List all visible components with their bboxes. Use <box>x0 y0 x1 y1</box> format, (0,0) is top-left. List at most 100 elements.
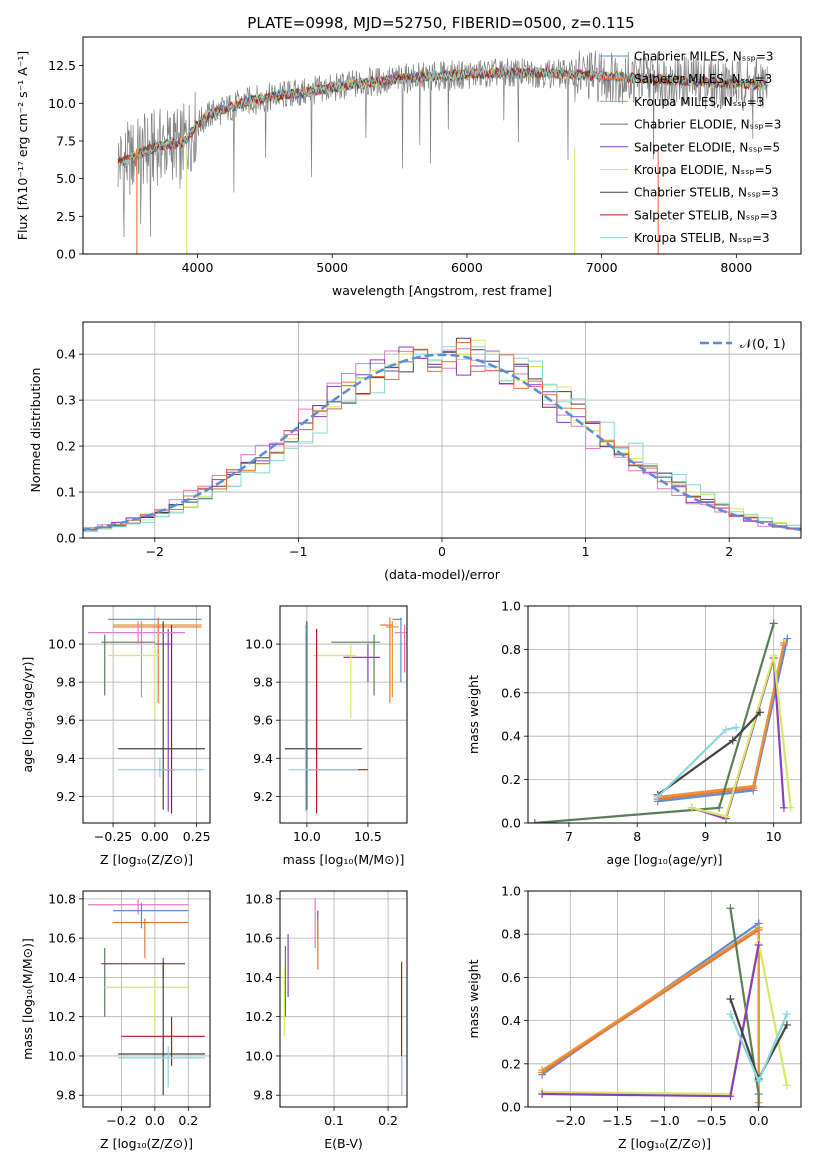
errorbar-point-pink <box>394 625 407 673</box>
weight-marker <box>687 803 696 812</box>
y-tick-label: 10.0 <box>48 1048 76 1063</box>
legend-label: Kroupa ELODIE, Nₛₛₚ=5 <box>634 163 772 177</box>
grid <box>83 891 210 1107</box>
weight-marker <box>721 725 730 734</box>
weight-marker <box>732 723 741 732</box>
axes-frame <box>279 890 408 1108</box>
legend-label: 𝒩(0, 1) <box>740 336 786 351</box>
residual-legend: 𝒩(0, 1) <box>700 336 786 351</box>
y-tick-label: 10.0 <box>48 637 76 652</box>
y-tick-label: 0.4 <box>501 729 521 744</box>
y-tick-label: 10.2 <box>48 1009 76 1024</box>
y-tick-label: 9.8 <box>253 1088 273 1103</box>
y-tick-label: 1.0 <box>501 884 521 899</box>
plot-area <box>280 606 407 823</box>
y-tick-label: 0.4 <box>501 1013 521 1028</box>
x-tick-label: 0 <box>438 544 446 559</box>
x-axis-label: age [log₁₀(age/yr)] <box>607 852 723 867</box>
panel-mass_vs_EBV: 0.1 0.2 9.8 10.0 10.2 10.4 10.6 10.8 E(B-V) <box>245 890 408 1151</box>
x-tick-label: 8 <box>633 829 641 844</box>
errorbar-point-salpeter_elodie <box>343 644 381 683</box>
y-tick-label: 7.5 <box>56 133 76 148</box>
weight-line-kroupa_elodie <box>691 655 792 818</box>
weight-marker <box>726 904 735 913</box>
weight-marker <box>726 995 735 1003</box>
axes-frame <box>82 321 802 539</box>
y-tick-label: 10.0 <box>245 1048 273 1063</box>
errorbar-point-kroupa_stelib <box>118 758 205 778</box>
errorbar-point-pink <box>88 621 185 645</box>
y-tick-label: 0.0 <box>56 531 76 546</box>
y-tick-label: 10.8 <box>48 891 76 906</box>
y-tick-label: 9.2 <box>253 789 273 804</box>
panel-weight_vs_age: 7 8 9 10 0.0 0.2 0.4 0.6 0.8 1.0 age [log₁₀(age/yr… <box>466 599 802 867</box>
y-tick-label: 0.8 <box>501 642 521 657</box>
weight-marker <box>779 638 788 647</box>
weight-line-kroupa_miles <box>657 642 785 799</box>
x-tick-label: 1 <box>582 544 590 559</box>
errorbar-point-kroupa_stelib <box>288 625 359 812</box>
x-tick-label: 10 <box>766 829 782 844</box>
y-axis-label: mass weight <box>466 959 481 1038</box>
y-tick-label: 10.2 <box>245 1009 273 1024</box>
charts-layer: 4000 5000 6000 7000 80000.02.55.07.510.012.5… <box>15 36 802 1151</box>
errorbar-point-chabrier_elodie <box>331 634 381 696</box>
weight-marker <box>726 1092 735 1101</box>
errorbar-point-chabrier_elodie <box>101 634 155 696</box>
panel-residuals: −2 −1 0 1 2 0.0 0.1 0.2 0.3 0.4 (data-model)/error… <box>28 321 802 582</box>
errorbar-point-salpeter_stelib <box>158 625 175 814</box>
y-axis-label: Normed distribution <box>28 368 43 493</box>
errorbar-point-pink <box>88 898 189 915</box>
x-tick-label: −0.5 <box>696 1113 726 1128</box>
x-tick-label: 7000 <box>586 260 618 275</box>
weight-line-kroupa_miles <box>541 925 760 1103</box>
y-tick-label: 10.4 <box>48 970 76 985</box>
errorbar-point-salpeter_stelib <box>306 628 368 814</box>
y-tick-label: 10.4 <box>245 970 273 985</box>
grid <box>528 606 801 823</box>
legend-label: Chabrier STELIB, Nₛₛₚ=3 <box>634 186 779 200</box>
errorbar-point-kroupa_elodie <box>312 644 356 719</box>
x-tick-label: 0.00 <box>141 829 169 844</box>
legend-label: Kroupa MILES, Nₛₛₚ=3 <box>634 95 764 109</box>
weight-marker <box>754 941 763 949</box>
x-tick-label: 0.1 <box>324 1113 344 1128</box>
y-tick-label: 0.2 <box>501 1056 521 1071</box>
x-tick-label: −0.25 <box>94 829 132 844</box>
y-axis-label: Flux [fλ10⁻¹⁷ erg cm⁻² s⁻¹ A⁻¹] <box>15 51 30 240</box>
weight-marker <box>721 812 730 821</box>
weight-marker <box>754 1103 763 1107</box>
y-tick-label: 0.6 <box>501 685 521 700</box>
plot-area <box>83 322 801 538</box>
weight-marker <box>783 634 792 643</box>
weight-marker <box>756 708 765 717</box>
x-axis-label: mass [log₁₀(M/M⊙)] <box>283 852 405 867</box>
x-tick-label: 5000 <box>316 260 348 275</box>
y-tick-label: 0.0 <box>56 247 76 262</box>
errorbar-point-salpeter_miles <box>380 617 393 704</box>
plot-area <box>528 891 801 1107</box>
y-tick-label: 10.6 <box>48 931 76 946</box>
y-tick-label: 1.0 <box>501 599 521 614</box>
errorbar-point-kroupa_miles <box>113 621 202 698</box>
errorbar-point-chabrier_elodie <box>101 947 185 1017</box>
weight-marker <box>779 803 788 812</box>
errorbar-point-chabrier_stelib <box>284 621 362 810</box>
weight-marker <box>728 736 737 745</box>
x-tick-label: 7 <box>565 829 573 844</box>
x-tick-label: 0.2 <box>378 1113 398 1128</box>
weight-marker <box>538 1090 547 1099</box>
errorbar-point-salpeter_miles <box>113 918 189 958</box>
axes-frame <box>279 605 408 824</box>
x-tick-label: 8000 <box>720 260 752 275</box>
errorbar-point-chabrier_miles <box>113 902 189 929</box>
x-tick-label: 0.25 <box>183 829 211 844</box>
grid <box>280 606 407 823</box>
x-axis-label: Z [log₁₀(Z/Z⊙)] <box>100 1136 193 1151</box>
x-tick-label: 0.2 <box>178 1113 198 1128</box>
y-axis-label: age [log₁₀(age/yr)] <box>20 657 35 773</box>
y-tick-label: 9.8 <box>56 1088 76 1103</box>
y-tick-label: 9.6 <box>56 713 76 728</box>
plot-area <box>83 891 210 1107</box>
